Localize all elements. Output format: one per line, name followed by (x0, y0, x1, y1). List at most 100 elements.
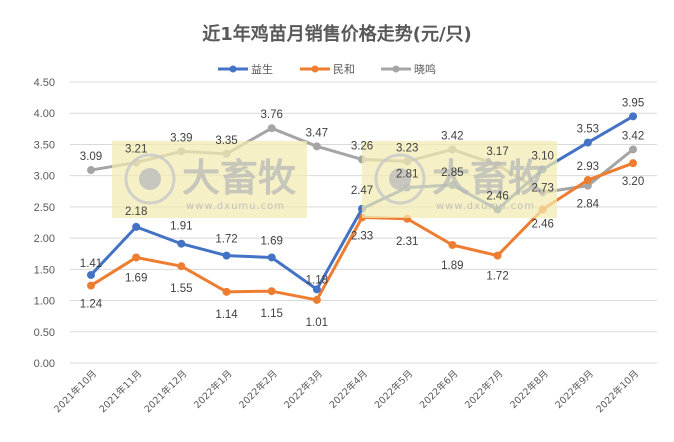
data-point (87, 281, 95, 290)
watermark-text: 大畜牧 (432, 156, 547, 200)
data-labels: 1.41 2.18 1.91 1.72 1.69 1.18 2.47 2.81 2.85 2.46… (80, 97, 644, 329)
data-point (222, 287, 231, 296)
data-label: 3.26 (351, 140, 373, 152)
watermark-url: www.dxumu.com (186, 201, 285, 212)
watermark-logo-icon (124, 153, 176, 205)
data-label: 1.72 (215, 234, 237, 246)
data-label: 2.84 (577, 199, 600, 211)
gridlines (70, 81, 657, 364)
legend-item-2[interactable]: 晓鸣 (381, 62, 436, 76)
legend-label: 民和 (333, 63, 355, 76)
legend-label: 益生 (251, 62, 273, 76)
data-point (312, 285, 321, 294)
y-tick-label: 2.50 (34, 202, 55, 214)
data-label: 3.35 (215, 135, 237, 147)
data-label: 2.81 (396, 169, 418, 181)
data-point (267, 124, 276, 133)
data-point (583, 181, 592, 190)
data-label: 1.15 (260, 308, 282, 320)
legend-label: 晓鸣 (414, 62, 436, 76)
legend-marker-icon (392, 65, 400, 73)
data-point (629, 112, 638, 121)
x-tick-label: 2022年10月 (594, 368, 642, 416)
x-tick-label: 2021年12月 (142, 368, 190, 416)
y-tick-label: 3.00 (34, 171, 55, 183)
data-point (267, 253, 276, 262)
data-point (132, 222, 141, 231)
data-point (312, 295, 321, 304)
legend-item-0[interactable]: 益生 (218, 62, 273, 76)
data-point (312, 142, 321, 151)
data-label: 1.89 (441, 260, 463, 272)
data-label: 1.91 (170, 221, 192, 233)
data-label: 1.14 (215, 309, 238, 321)
x-tick-label: 2022年1月 (191, 368, 234, 411)
data-point (177, 239, 186, 248)
x-tick-label: 2021年11月 (97, 368, 145, 416)
data-point (87, 166, 95, 175)
data-label: 3.10 (532, 150, 554, 162)
y-tick-label: 1.50 (34, 264, 55, 276)
data-label: 3.42 (622, 130, 644, 142)
data-label: 3.47 (306, 127, 328, 139)
data-point (583, 176, 592, 185)
data-label: 3.17 (486, 146, 508, 158)
data-label: 1.69 (260, 235, 282, 247)
y-tick-label: 2.00 (34, 233, 55, 245)
x-tick-label: 2022年7月 (462, 368, 505, 411)
watermark-text: 大畜牧 (182, 156, 297, 200)
x-tick-label: 2022年9月 (553, 368, 596, 411)
x-tick-label: 2022年2月 (237, 368, 280, 411)
data-label: 3.53 (577, 124, 599, 136)
data-label: 1.72 (486, 271, 508, 283)
data-label: 2.93 (577, 161, 599, 173)
watermark-logo-icon (374, 153, 426, 205)
legend-marker-icon (311, 65, 319, 73)
x-tick-label: 2022年5月 (372, 368, 415, 411)
data-point (448, 240, 457, 249)
data-label: 3.76 (260, 109, 282, 121)
data-label: 2.73 (532, 183, 554, 195)
x-tick-label: 2021年10月 (52, 368, 100, 416)
data-point (583, 138, 592, 147)
data-label: 1.41 (80, 258, 102, 270)
data-label: 3.09 (80, 151, 102, 163)
data-label: 1.01 (306, 317, 328, 329)
y-tick-label: 0.00 (34, 358, 55, 370)
y-tick-label: 1.00 (34, 296, 55, 308)
y-tick-label: 3.50 (34, 139, 55, 151)
data-label: 1.18 (306, 274, 328, 286)
watermark-url: www.dxumu.com (436, 201, 535, 212)
data-label: 1.55 (170, 283, 192, 295)
data-label: 3.42 (441, 130, 463, 142)
data-label: 1.69 (125, 272, 147, 284)
data-point (493, 251, 502, 260)
data-label: 3.23 (396, 142, 418, 154)
data-label: 3.20 (622, 176, 644, 188)
y-tick-label: 4.00 (34, 108, 55, 120)
data-label: 2.33 (351, 231, 373, 243)
legend-item-1[interactable]: 民和 (300, 63, 355, 76)
data-label: 1.24 (80, 299, 103, 311)
data-label: 2.47 (351, 185, 373, 197)
data-point (87, 270, 95, 279)
x-tick-label: 2022年8月 (508, 368, 551, 411)
data-label: 3.95 (622, 97, 644, 109)
data-label: 2.46 (532, 218, 554, 230)
data-point (267, 287, 276, 296)
data-label: 2.46 (486, 190, 508, 202)
x-tick-label: 2022年3月 (282, 368, 325, 411)
y-tick-label: 0.50 (34, 327, 55, 339)
x-tick-label: 2022年6月 (417, 368, 460, 411)
data-label: 2.18 (125, 206, 147, 218)
data-point (629, 145, 638, 154)
data-point (132, 253, 141, 262)
data-point (177, 262, 186, 271)
chart-title: 近1年鸡苗月销售价格走势(元/只) (202, 23, 472, 45)
legend: 益生 民和 晓鸣 (218, 62, 436, 76)
